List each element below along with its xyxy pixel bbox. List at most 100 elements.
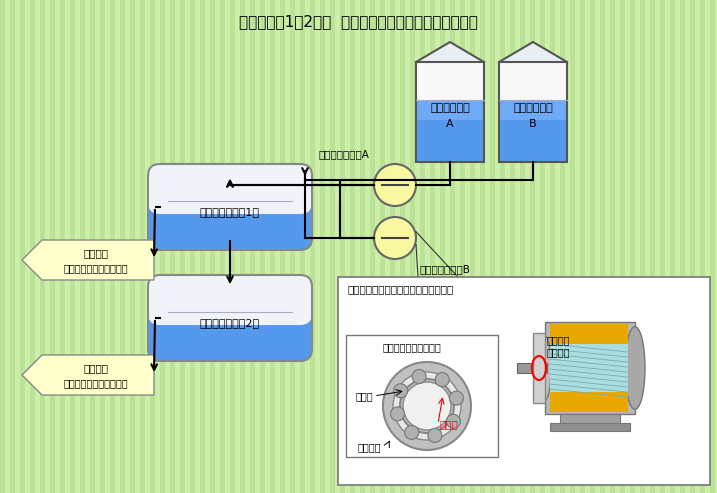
Text: 保持器: 保持器 [439, 419, 457, 429]
Bar [530, 0, 535, 493]
Bar [390, 0, 395, 493]
Ellipse shape [539, 336, 551, 400]
Bar [416, 100, 484, 120]
Bar [690, 0, 695, 493]
Bar [700, 0, 705, 493]
Bar [0, 0, 5, 493]
Bar [20, 0, 25, 493]
Bar [240, 0, 245, 493]
Bar [340, 0, 345, 493]
Bar [590, 0, 595, 493]
Bar [310, 0, 315, 493]
Bar [170, 0, 175, 493]
Bar [370, 0, 375, 493]
Bar [416, 62, 484, 162]
Bar [630, 0, 635, 493]
Bar [190, 0, 195, 493]
Text: 所内用水ポンプA: 所内用水ポンプA [318, 149, 369, 159]
Bar [70, 0, 75, 493]
Bar [500, 0, 505, 493]
Text: ボール: ボール [356, 391, 374, 401]
Bar [610, 0, 615, 493]
Bar [450, 0, 455, 493]
Bar [400, 0, 405, 493]
Text: ろ過水タンク: ろ過水タンク [513, 103, 553, 113]
Circle shape [405, 425, 419, 439]
Bar [350, 0, 355, 493]
Text: 所内用水タンク1号: 所内用水タンク1号 [200, 207, 260, 217]
Bar [550, 423, 630, 431]
Circle shape [428, 428, 442, 442]
Text: 軸受外輪: 軸受外輪 [358, 442, 381, 452]
Bar [490, 0, 495, 493]
Text: 生活用水: 生活用水 [83, 248, 108, 258]
Bar [499, 62, 567, 100]
Text: （飲料水、手洗い水等）: （飲料水、手洗い水等） [64, 378, 128, 388]
Bar [100, 0, 105, 493]
Bar [10, 0, 15, 493]
Bar [90, 0, 95, 493]
FancyBboxPatch shape [148, 164, 312, 214]
Circle shape [391, 407, 404, 421]
Bar [560, 0, 565, 493]
Bar [580, 0, 585, 493]
Circle shape [447, 414, 460, 428]
Bar [80, 0, 85, 493]
Circle shape [403, 382, 451, 430]
Circle shape [412, 370, 426, 384]
Bar [260, 0, 265, 493]
Circle shape [383, 362, 471, 450]
Bar [480, 0, 485, 493]
Polygon shape [499, 42, 567, 62]
Bar [110, 0, 115, 493]
Circle shape [435, 373, 450, 387]
Bar [540, 0, 545, 493]
Bar [416, 62, 484, 100]
Text: 生活用水: 生活用水 [83, 363, 108, 373]
Text: 伊方発電所1、2号機  所内用水ポンプまわり概略系統図: 伊方発電所1、2号機 所内用水ポンプまわり概略系統図 [239, 14, 478, 30]
Bar [338, 277, 710, 485]
Polygon shape [22, 240, 154, 280]
Bar [570, 0, 575, 493]
Bar [510, 0, 515, 493]
Circle shape [374, 164, 416, 206]
Bar [440, 0, 445, 493]
Polygon shape [416, 42, 484, 62]
FancyBboxPatch shape [148, 187, 312, 250]
Bar [650, 0, 655, 493]
Circle shape [374, 217, 416, 259]
Text: （飲料水、手洗い水等）: （飲料水、手洗い水等） [64, 263, 128, 273]
Text: 所内用水タンク2号: 所内用水タンク2号 [200, 318, 260, 328]
Bar [600, 0, 605, 493]
Circle shape [400, 379, 454, 433]
Bar [290, 0, 295, 493]
Bar [280, 0, 285, 493]
Bar [380, 0, 385, 493]
Bar [220, 0, 225, 493]
Bar [60, 0, 65, 493]
Bar [430, 0, 435, 493]
Bar [680, 0, 685, 493]
Bar [499, 62, 567, 162]
Bar [130, 0, 135, 493]
Text: （所内用水ポンプモータ構造概要図）: （所内用水ポンプモータ構造概要図） [348, 284, 455, 294]
Bar [470, 0, 475, 493]
Bar [520, 0, 525, 493]
Bar [160, 0, 165, 493]
Bar [710, 0, 715, 493]
Bar [550, 344, 628, 392]
Bar [499, 100, 567, 162]
Bar [346, 335, 498, 457]
Bar [550, 0, 555, 493]
Text: B: B [529, 119, 537, 129]
Bar [30, 0, 35, 493]
Bar [50, 0, 55, 493]
Ellipse shape [625, 326, 645, 409]
Text: （軸受外輪他構造図）: （軸受外輪他構造図） [383, 342, 442, 352]
Text: A: A [446, 119, 454, 129]
FancyBboxPatch shape [148, 275, 312, 325]
Bar [200, 0, 205, 493]
Bar [420, 0, 425, 493]
Circle shape [450, 391, 463, 405]
Bar [330, 0, 335, 493]
